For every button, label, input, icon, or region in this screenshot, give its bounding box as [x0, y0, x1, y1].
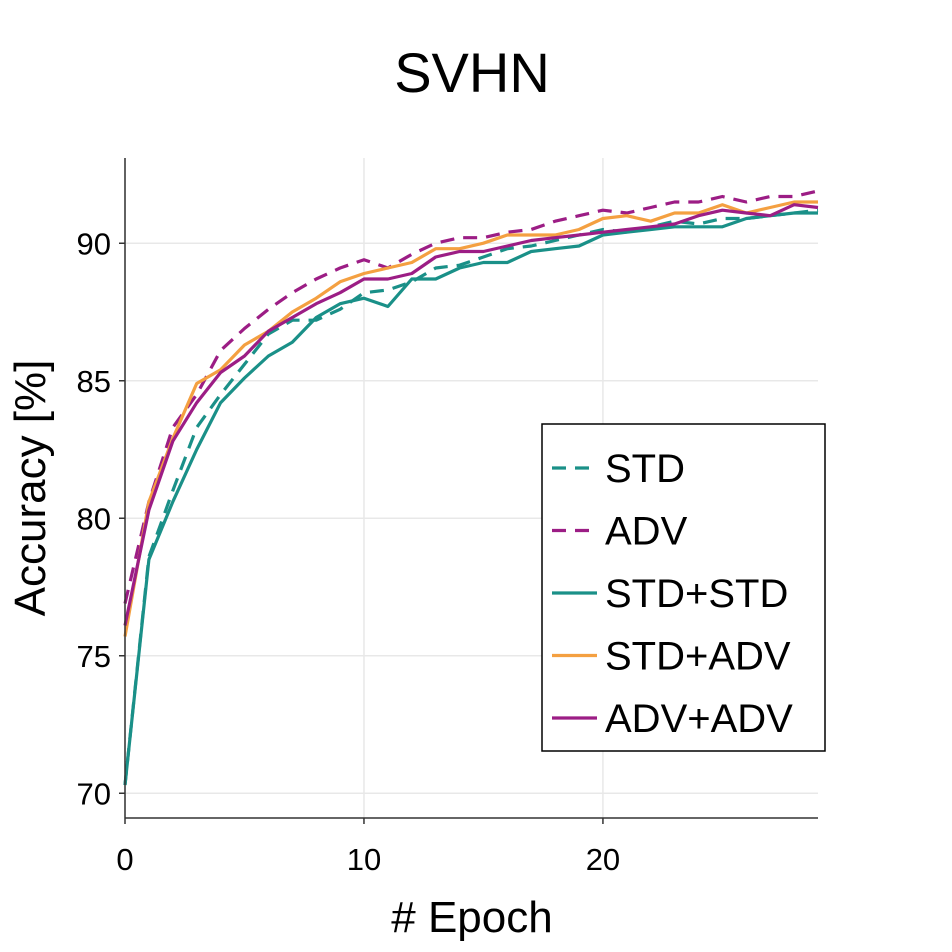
y-axis-label: Accuracy [%]: [6, 360, 55, 617]
series-line-std-plus-adv: [123, 200, 818, 637]
chart-title: SVHN: [394, 41, 550, 104]
y-tick-label: 70: [77, 776, 111, 811]
legend-label: STD+STD: [605, 572, 788, 616]
legend-label: STD: [605, 447, 685, 491]
x-tick-label: 0: [116, 842, 133, 877]
legend: STD ADV STD+STD STD+ADV ADV+ADV: [541, 423, 826, 752]
series-line-adv-plus-adv: [123, 203, 819, 626]
x-tick-label: 20: [586, 842, 620, 877]
legend-box: [541, 423, 826, 752]
legend-label: ADV: [605, 510, 688, 554]
y-tick-label: 80: [77, 501, 111, 536]
y-tick-label: 75: [77, 639, 111, 674]
legend-label: STD+ADV: [605, 635, 791, 679]
x-axis-label: # Epoch: [391, 893, 552, 942]
series-line-std-plus-std: [123, 211, 818, 786]
series-layer: [123, 189, 819, 786]
axes: [124, 158, 818, 819]
y-tick-label: 85: [77, 364, 111, 399]
x-tick-label: 10: [347, 842, 381, 877]
y-tick-label: 90: [77, 226, 111, 261]
series-line-adv: [123, 189, 819, 604]
ticks: 70 75 80 85 90 0 10 20: [77, 226, 621, 877]
legend-label: ADV+ADV: [605, 697, 793, 741]
series-line-std: [123, 208, 819, 786]
